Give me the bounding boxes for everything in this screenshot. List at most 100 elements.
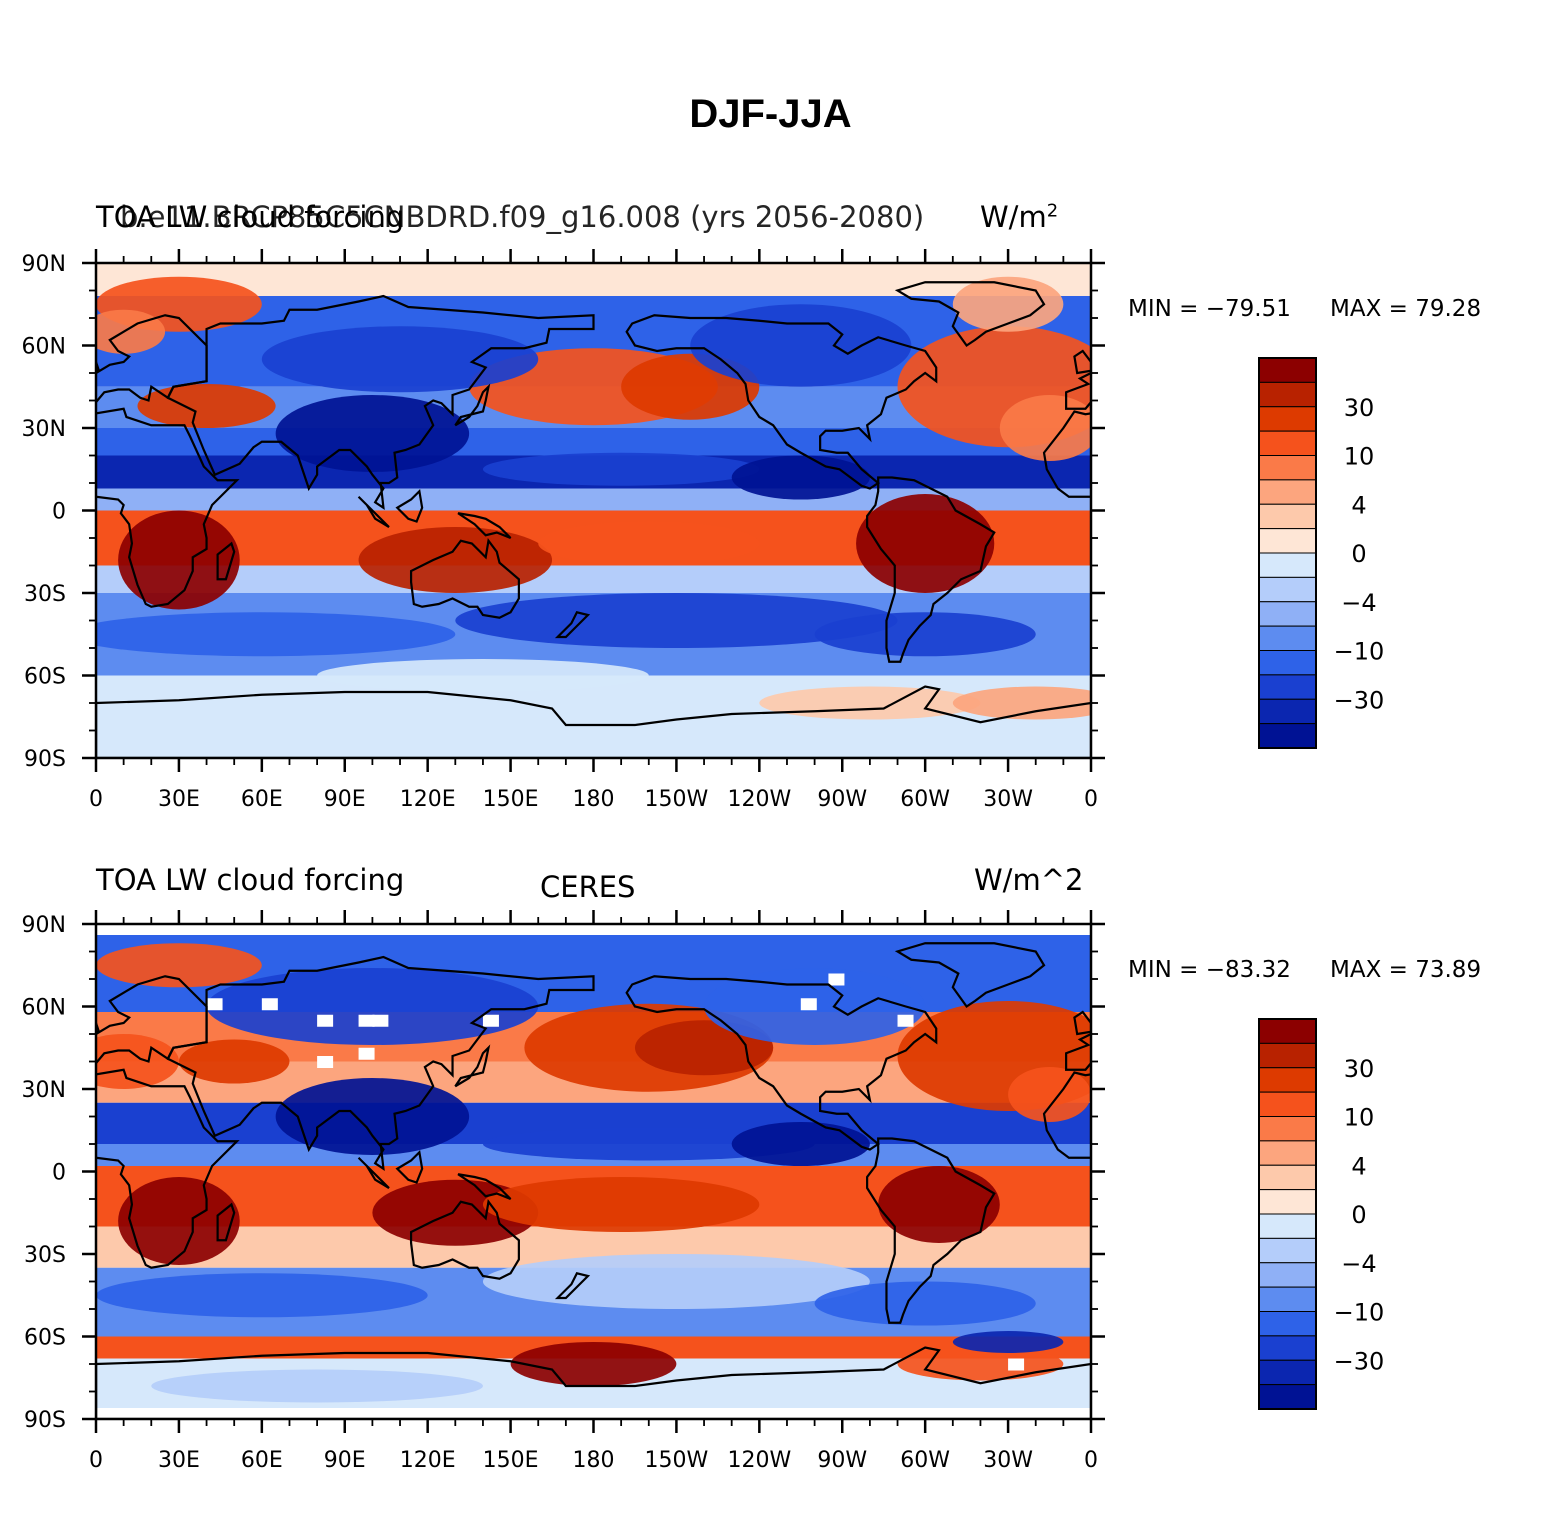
coastline: [96, 1346, 1091, 1419]
colorbar-box: [1258, 1262, 1317, 1288]
colorbar-box: [1258, 1359, 1317, 1386]
colorbar-label: 10: [1344, 443, 1375, 471]
x-tick-label: 90W: [817, 787, 867, 812]
colorbar-box: [1258, 674, 1317, 700]
x-tick-label: 60W: [900, 787, 950, 812]
x-tick-label: 120E: [400, 787, 456, 812]
figure-title: DJF-JJA: [689, 92, 852, 136]
x-tick-label: 60W: [900, 1448, 950, 1473]
field-blob: [206, 968, 539, 1045]
field-blob: [999, 395, 1091, 461]
colorbar-box: [1258, 1164, 1317, 1191]
field-blob: [317, 659, 649, 692]
panel-case-label: b.e11.BRCP85C5CNBDRD.f09_g16.008 (yrs 20…: [120, 200, 925, 234]
y-tick-label: 60N: [22, 996, 66, 1021]
colorbar-box: [1258, 1067, 1317, 1093]
field-band: [96, 924, 1091, 935]
field-blob: [731, 1122, 870, 1166]
field-blob: [151, 1369, 483, 1403]
field-blob: [538, 521, 760, 566]
x-tick-label: 60E: [241, 787, 283, 812]
colorbar-box: [1258, 1042, 1317, 1069]
colorbar-box: [1258, 1286, 1317, 1312]
colorbar-label: −4: [1341, 1250, 1376, 1278]
missing-cell: [621, 1408, 638, 1419]
coastline: [457, 1173, 512, 1201]
colorbar-label: 0: [1351, 1201, 1366, 1229]
y-tick-label: 90S: [24, 747, 66, 772]
x-tick-label: 180: [573, 1448, 615, 1473]
coastline: [357, 495, 390, 528]
coastline: [395, 1149, 424, 1184]
y-tick-label: 0: [52, 500, 66, 525]
colorbar-box: [1258, 625, 1317, 651]
missing-cell: [482, 1014, 499, 1027]
field-blob: [952, 686, 1091, 720]
coastline: [454, 1044, 491, 1088]
coastline: [409, 538, 520, 619]
colorbar-label: 4: [1351, 1152, 1366, 1180]
missing-cell: [828, 973, 845, 986]
x-tick-label: 90E: [324, 1448, 366, 1473]
y-tick-label: 0: [52, 1161, 66, 1186]
field-blob: [1008, 1067, 1091, 1122]
colorbar-box: [1258, 1311, 1317, 1337]
field-blob: [878, 1166, 1000, 1243]
coastline: [166, 955, 595, 1171]
coastline: [1073, 349, 1091, 375]
panel-left-label: TOA LW cloud forcing: [96, 200, 405, 234]
coastline: [166, 294, 595, 510]
colorbar-box: [1258, 1335, 1317, 1361]
y-tick-label: 30N: [22, 1078, 66, 1103]
field-blob: [261, 326, 539, 393]
field-blob: [358, 527, 553, 593]
coastline: [216, 541, 236, 581]
colorbar-label: 4: [1351, 491, 1366, 519]
colorbar-label: −30: [1334, 1347, 1385, 1375]
missing-cell: [599, 1408, 616, 1419]
panel-min-label: MIN = −83.32: [1128, 957, 1291, 983]
missing-cell: [261, 998, 278, 1011]
field-blob: [814, 1281, 1036, 1326]
field-blob: [510, 1342, 677, 1386]
y-tick-label: 90N: [22, 252, 66, 277]
map-plot: 0 30E 60E 90E 120E 150E 180 150W 120W 90W 60W 30W 09…: [22, 249, 1385, 812]
missing-cell: [358, 1014, 375, 1027]
colorbar-label: −10: [1334, 638, 1385, 666]
colorbar-box: [1258, 1091, 1317, 1117]
field-blob: [96, 612, 456, 657]
colorbar-box: [1258, 479, 1317, 505]
map-field: [96, 263, 1091, 758]
coastline: [409, 1199, 520, 1280]
coastline: [554, 1271, 591, 1300]
colorbar-label: 30: [1344, 394, 1375, 422]
coastline: [894, 942, 1046, 1009]
missing-cell: [1008, 1358, 1025, 1371]
y-tick-label: 90S: [24, 1408, 66, 1433]
panel-left-label: TOA LW cloud forcing: [96, 863, 405, 897]
coastline: [457, 512, 512, 540]
y-tick-label: 60S: [24, 665, 66, 690]
coastline: [216, 1202, 236, 1242]
x-tick-label: 0: [89, 787, 103, 812]
panel-case-label: CERES: [540, 870, 636, 904]
x-tick-label: 150E: [483, 1448, 539, 1473]
x-tick-label: 30E: [158, 787, 200, 812]
x-tick-label: 90E: [324, 787, 366, 812]
colorbar-label: 30: [1344, 1055, 1375, 1083]
field-blob: [482, 1254, 870, 1309]
colorbar-box: [1258, 1237, 1317, 1264]
x-tick-label: 150W: [645, 1448, 709, 1473]
colorbar-box: [1258, 455, 1317, 481]
colorbar-box: [1258, 430, 1317, 456]
field-blob: [137, 384, 276, 428]
map-field: [96, 924, 1091, 1419]
field-blob: [952, 1331, 1064, 1353]
coastline: [357, 1156, 390, 1189]
colorbar-box: [1258, 1213, 1317, 1239]
coastline: [454, 383, 491, 427]
y-tick-label: 30S: [24, 582, 66, 607]
panel-max-label: MAX = 79.28: [1330, 296, 1482, 322]
colorbar-box: [1258, 576, 1317, 603]
